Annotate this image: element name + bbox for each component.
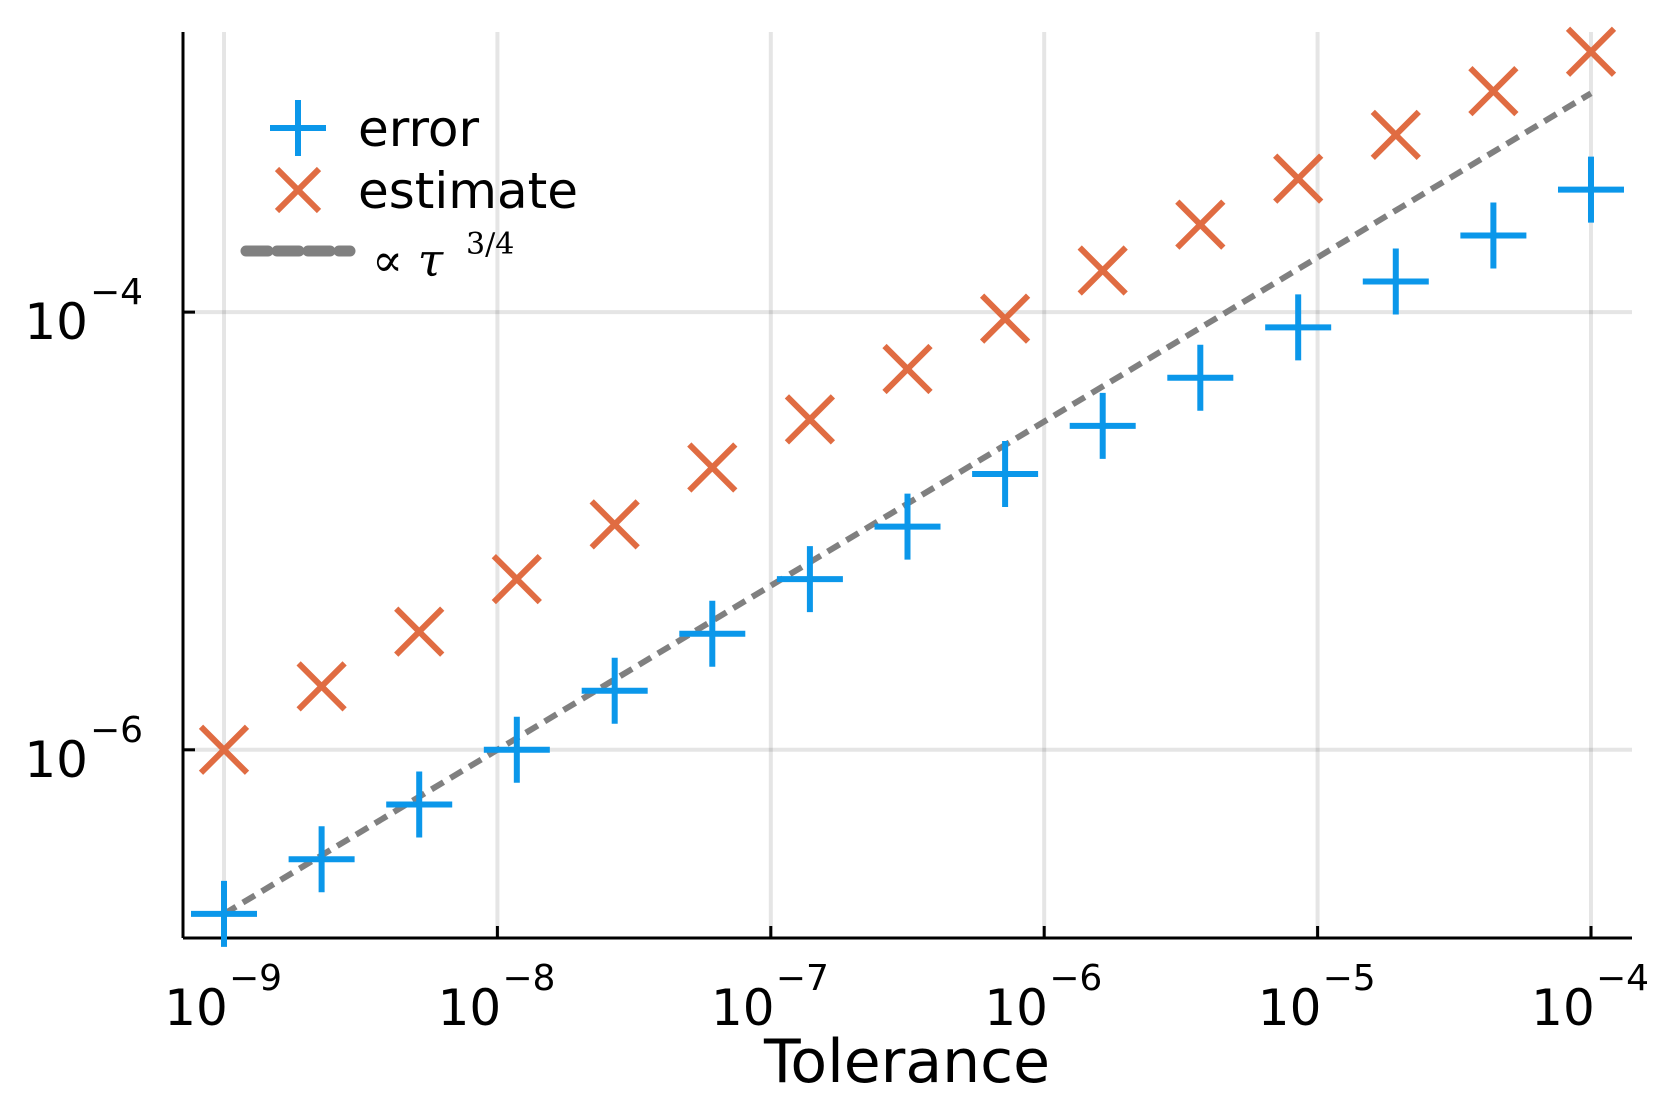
marker-stroke-b (198, 724, 250, 775)
point-estimate (198, 724, 250, 775)
x-tick-label-exponent: −9 (229, 958, 282, 999)
marker-stroke-b (784, 394, 836, 445)
point-error (288, 826, 355, 893)
x-tick-label: 10−9 (164, 958, 282, 1037)
markers (191, 26, 1624, 947)
legend-x-marker (274, 166, 322, 214)
point-estimate (784, 394, 836, 445)
point-error (1069, 392, 1136, 459)
point-error (1557, 156, 1624, 223)
y-tick-label: 10−6 (24, 710, 143, 789)
point-estimate (1370, 109, 1421, 160)
legend-label-reference-exponent: 3/4 (466, 227, 514, 262)
x-tick-label: 10−4 (1531, 958, 1649, 1037)
marker-stroke-b (1273, 153, 1324, 204)
marker-stroke-b (1468, 65, 1519, 117)
marker-stroke-b (979, 293, 1031, 344)
point-error (1460, 202, 1527, 269)
marker-stroke-b (687, 442, 738, 493)
x-tick-label-exponent: −5 (1323, 958, 1376, 999)
x-tick-label-exponent: −7 (776, 958, 829, 999)
y-ticks: 10−410−6 (24, 272, 195, 789)
x-tick-label-base: 10 (1258, 979, 1322, 1037)
point-estimate (882, 343, 933, 395)
point-error (776, 546, 843, 613)
marker-stroke-b (589, 499, 640, 550)
x-axis-title: Tolerance (763, 1027, 1050, 1097)
marker-stroke-b (882, 343, 933, 395)
marker-stroke-b (1370, 109, 1421, 160)
point-error (1265, 294, 1332, 361)
legend-label-reference: ∝ τ (372, 233, 445, 287)
point-error (1362, 248, 1429, 315)
point-estimate (491, 553, 542, 605)
legend: error estimate ∝ τ 3/4 (240, 100, 578, 287)
point-error (679, 600, 746, 667)
legend-item-reference: ∝ τ 3/4 (240, 227, 514, 287)
legend-item-error: error (270, 100, 479, 158)
point-estimate (296, 661, 347, 712)
point-estimate (394, 606, 445, 657)
series-error (191, 156, 1624, 947)
point-estimate (979, 293, 1031, 344)
x-tick-label-base: 10 (711, 979, 775, 1037)
marker-stroke-b (1175, 199, 1226, 250)
legend-marker-estimate (274, 166, 322, 214)
point-estimate (1468, 65, 1519, 117)
y-tick-label-base: 10 (24, 293, 88, 351)
point-error (191, 880, 258, 947)
series-estimate (198, 26, 1617, 775)
point-error (483, 716, 550, 783)
legend-label-estimate: estimate (358, 162, 578, 220)
x-tick-label-exponent: −6 (1049, 958, 1102, 999)
legend-item-estimate: estimate (274, 162, 578, 220)
point-error (581, 657, 648, 724)
x-tick-label-base: 10 (1531, 979, 1595, 1037)
point-error (874, 493, 941, 560)
point-error (386, 771, 453, 838)
marker-stroke-b (274, 166, 322, 214)
x-tick-label-exponent: −4 (1596, 958, 1649, 999)
y-tick-label-base: 10 (24, 731, 88, 789)
point-error (1167, 344, 1234, 411)
x-tick-label-base: 10 (984, 979, 1048, 1037)
marker-stroke-b (1077, 245, 1128, 296)
marker-stroke-b (1565, 26, 1617, 77)
point-estimate (1175, 199, 1226, 250)
legend-plus-marker (270, 100, 326, 156)
x-tick-label: 10−8 (438, 958, 556, 1037)
marker-stroke-b (296, 661, 347, 712)
point-estimate (589, 499, 640, 550)
x-tick-label-exponent: −8 (502, 958, 555, 999)
point-estimate (1273, 153, 1324, 204)
marker-stroke-b (394, 606, 445, 657)
x-tick-label-base: 10 (164, 979, 228, 1037)
axes (181, 32, 1632, 940)
x-tick-label-base: 10 (438, 979, 502, 1037)
legend-label-error: error (358, 100, 479, 158)
y-tick-label-exponent: −6 (90, 710, 143, 751)
legend-marker-error (270, 100, 326, 156)
x-tick-label: 10−5 (1258, 958, 1376, 1037)
x-ticks: 10−910−810−710−610−510−4 (164, 926, 1649, 1037)
y-tick-label-exponent: −4 (90, 272, 143, 313)
y-tick-label: 10−4 (24, 272, 143, 351)
point-error (972, 441, 1039, 508)
point-estimate (1077, 245, 1128, 296)
x-tick-label: 10−6 (984, 958, 1102, 1037)
x-tick-label: 10−7 (711, 958, 829, 1037)
point-estimate (1565, 26, 1617, 77)
point-estimate (687, 442, 738, 493)
marker-stroke-b (491, 553, 542, 605)
